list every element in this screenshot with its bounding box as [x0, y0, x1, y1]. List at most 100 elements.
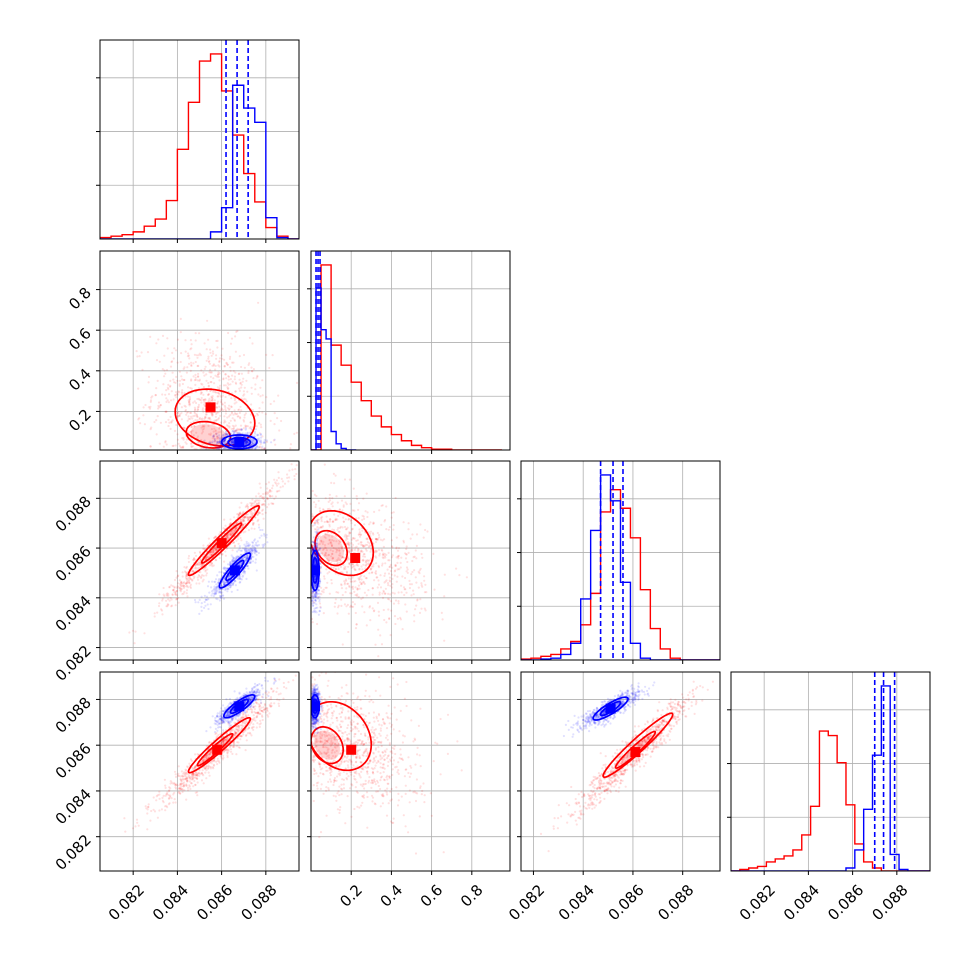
red-sample-point	[215, 411, 218, 414]
red-sample-point	[288, 469, 291, 472]
blue-sample-point	[220, 446, 223, 449]
red-sample-point	[214, 391, 217, 394]
blue-sample-point	[315, 539, 318, 543]
red-sample-point	[325, 586, 328, 589]
red-sample-point	[193, 557, 196, 560]
red-sample-point	[355, 545, 358, 548]
red-sample-point	[189, 348, 192, 351]
red-sample-point	[402, 539, 405, 543]
blue-sample-point	[223, 439, 226, 443]
red-sample-point	[251, 498, 254, 501]
red-sample-point	[360, 597, 363, 601]
red-sample-point	[195, 354, 198, 357]
blue-sample-point	[246, 556, 249, 559]
red-sample-point	[238, 513, 241, 517]
blue-sample-point	[249, 557, 253, 561]
red-sample-point	[353, 548, 356, 552]
blue-sample-point	[313, 577, 316, 580]
red-sample-point	[369, 521, 372, 524]
red-samples	[135, 301, 299, 450]
blue-sample-point	[315, 544, 318, 547]
blue-sample-point	[223, 439, 226, 442]
red-sample-point	[232, 541, 235, 544]
red-sample-point	[340, 547, 343, 550]
red-sample-point	[213, 382, 216, 385]
red-sample-point	[239, 416, 242, 419]
blue-sample-point	[263, 532, 266, 536]
red-sample-point	[204, 399, 207, 402]
blue-sample-point	[206, 603, 209, 606]
red-sample-point	[200, 426, 203, 429]
red-sample-point	[244, 516, 247, 519]
blue-sample-point	[244, 546, 247, 549]
red-sample-point	[246, 515, 249, 519]
red-sample-point	[166, 399, 169, 402]
blue-sample-point	[244, 558, 247, 561]
red-sample-point	[239, 424, 243, 427]
blue-sample-point	[225, 432, 228, 436]
red-sample-point	[415, 557, 418, 560]
blue-sample-point	[251, 443, 254, 446]
red-sample-point	[179, 590, 182, 593]
blue-sample-point	[221, 574, 224, 577]
blue-sample-point	[244, 439, 247, 442]
red-sample-point	[211, 551, 214, 554]
red-sample-point	[264, 413, 267, 416]
red-sample-point	[373, 549, 376, 552]
red-sample-point	[223, 365, 226, 368]
red-sample-point	[348, 558, 351, 561]
blue-sample-point	[244, 428, 247, 431]
red-sample-point	[370, 565, 374, 568]
blue-sample-point	[227, 588, 230, 591]
blue-sample-point	[236, 555, 239, 558]
red-sample-point	[382, 553, 385, 557]
blue-sample-point	[232, 439, 235, 442]
blue-sample-point	[311, 602, 314, 605]
red-sample-point	[202, 574, 205, 577]
blue-sample-point	[222, 446, 225, 449]
red-sample-point	[384, 587, 387, 590]
red-sample-point	[386, 597, 390, 601]
blue-sample-point	[250, 438, 253, 441]
blue-sample-point	[210, 594, 213, 597]
red-sample-point	[340, 583, 343, 586]
red-sample-point	[320, 586, 323, 589]
red-sample-point	[362, 497, 365, 500]
red-sample-point	[265, 440, 269, 443]
blue-sample-point	[232, 560, 235, 563]
blue-sample-point	[314, 545, 317, 548]
red-sample-point	[187, 417, 190, 421]
red-sample-point	[323, 463, 326, 466]
red-sample-point	[180, 582, 183, 586]
red-sample-point	[243, 518, 246, 521]
red-sample-point	[221, 552, 224, 556]
red-sample-point	[349, 519, 353, 522]
red-sample-point	[189, 369, 192, 372]
blue-sample-point	[233, 579, 236, 582]
blue-sample-point	[217, 440, 220, 443]
red-sample-point	[346, 537, 349, 541]
red-sample-point	[318, 547, 321, 550]
red-sample-point	[257, 518, 260, 522]
blue-sample-point	[243, 549, 247, 552]
blue-sample-point	[256, 540, 259, 543]
blue-sample-point	[229, 586, 232, 589]
red-sample-point	[314, 503, 318, 506]
red-sample-point	[174, 590, 177, 594]
red-sample-point	[215, 354, 218, 357]
red-sample-point	[419, 523, 422, 526]
red-sample-point	[288, 476, 291, 479]
blue-sample-point	[254, 558, 257, 561]
red-sample-point	[190, 364, 193, 368]
red-sample-point	[345, 570, 348, 573]
red-sample-point	[195, 554, 198, 558]
red-sample-point	[311, 513, 314, 516]
blue-sample-point	[226, 567, 229, 570]
red-density-peak	[205, 402, 216, 413]
blue-sample-point	[217, 581, 220, 584]
blue-sample-point	[259, 433, 263, 436]
red-sample-point	[347, 612, 350, 615]
red-sample-point	[346, 542, 349, 546]
red-sample-point	[170, 584, 173, 587]
red-sample-point	[192, 570, 195, 573]
